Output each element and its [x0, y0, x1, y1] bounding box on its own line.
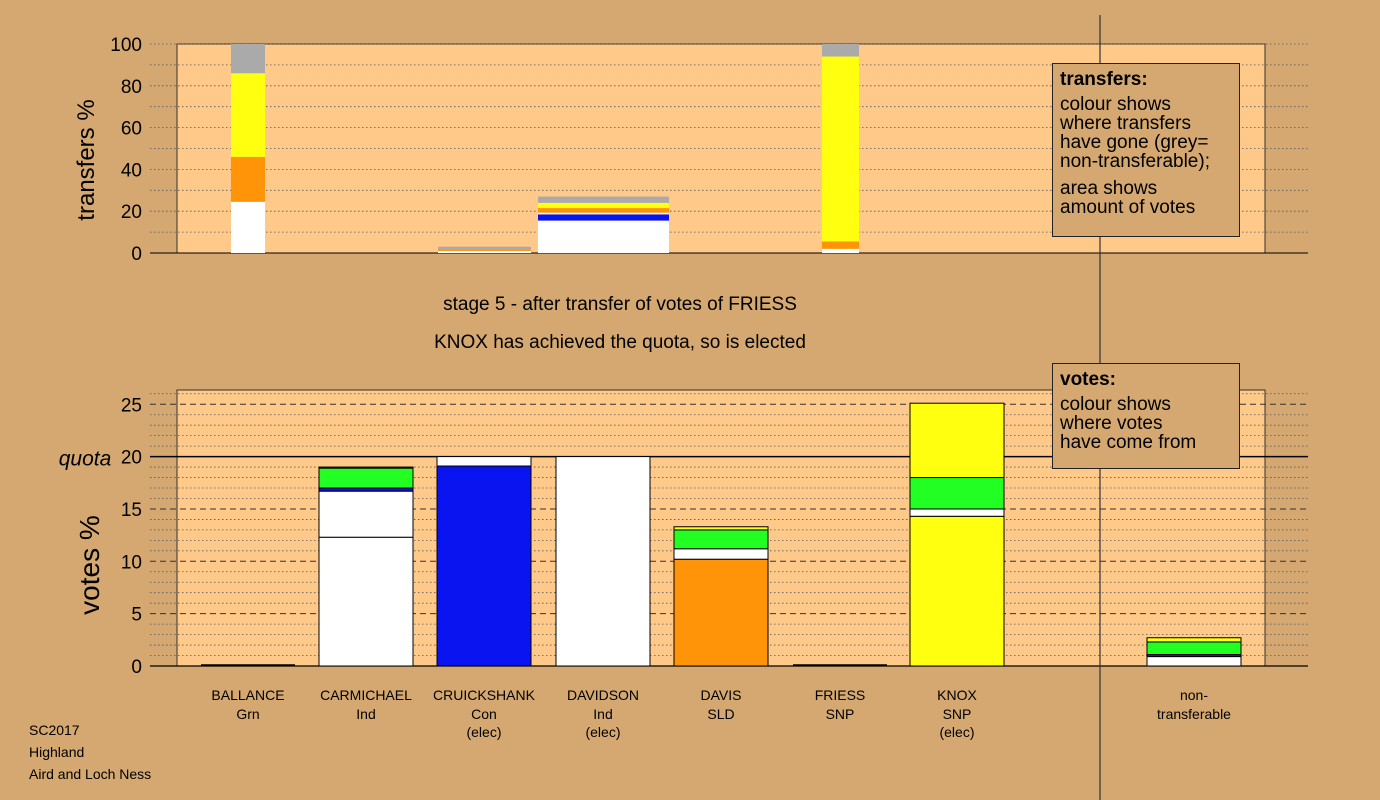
votes-tick-label: 5: [131, 605, 142, 626]
candidate-party: transferable: [1157, 706, 1231, 722]
transfer-segment: [438, 250, 531, 253]
vote-segment: [318, 466, 414, 469]
vote-segment: [436, 465, 532, 667]
votes-tick-label: 20: [121, 448, 142, 469]
votes-tick-label: 0: [131, 657, 142, 678]
vote-segment: [909, 515, 1005, 667]
candidate-party: SNP: [826, 706, 855, 722]
footer-council: Highland: [29, 744, 85, 760]
transfer-segment: [538, 202, 669, 209]
stage-result: KNOX has achieved the quota, so is elect…: [434, 332, 806, 353]
candidate-name: DAVIDSON: [567, 687, 639, 703]
transfers-legend-desc: colour shows where transfers have gone (…: [1060, 94, 1210, 172]
vote-segment: [909, 508, 1005, 517]
transfers-legend: transfers: colour shows where transfers …: [1052, 63, 1240, 237]
vote-segment: [318, 536, 414, 667]
transfer-segment: [538, 220, 669, 253]
transfer-segment: [822, 248, 859, 253]
candidate-name: non-: [1180, 687, 1208, 703]
votes-legend-desc: colour shows where votes have come from: [1060, 394, 1197, 453]
transfer-segment: [231, 156, 265, 202]
vote-segment: [673, 529, 769, 550]
transfer-segment: [231, 73, 265, 157]
transfers-tick-label: 20: [121, 202, 142, 223]
vote-segment: [673, 558, 769, 667]
vote-segment: [673, 526, 769, 531]
footer-election: SC2017: [29, 722, 80, 738]
candidate-party: Ind: [356, 706, 375, 722]
vote-segment: [436, 456, 532, 467]
vote-segment: [909, 477, 1005, 510]
transfers-legend-title: transfers:: [1060, 69, 1148, 90]
candidate-status: (elec): [585, 724, 620, 740]
candidate-name: CRUICKSHANK: [433, 687, 536, 703]
transfers-tick-label: 100: [110, 35, 142, 56]
candidate-name: BALLANCE: [211, 687, 284, 703]
candidate-status: (elec): [466, 724, 501, 740]
candidate-party: SNP: [943, 706, 972, 722]
transfer-segment: [538, 208, 669, 213]
transfer-segment: [438, 246, 531, 250]
footer-ward: Aird and Loch Ness: [29, 766, 152, 782]
vote-segment: [318, 467, 414, 489]
candidate-party: Ind: [593, 706, 612, 722]
transfers-axis-label: transfers %: [73, 99, 100, 220]
transfer-segment: [231, 44, 265, 74]
votes-legend: votes: colour shows where votes have com…: [1052, 363, 1240, 469]
votes-tick-label: 25: [121, 395, 142, 416]
transfer-segment: [538, 196, 669, 203]
transfer-segment: [438, 249, 531, 251]
transfers-tick-label: 40: [121, 160, 142, 181]
candidate-party: SLD: [707, 706, 734, 722]
candidate-name: DAVIS: [701, 687, 742, 703]
transfer-segment: [822, 241, 859, 249]
transfers-tick-label: 80: [121, 77, 142, 98]
transfers-tick-label: 60: [121, 119, 142, 140]
transfer-segment: [538, 212, 669, 215]
candidate-party: Grn: [236, 706, 259, 722]
transfers-legend-area: area shows amount of votes: [1060, 178, 1196, 218]
votes-tick-label: 15: [121, 500, 142, 521]
votes-tick-label: 10: [121, 552, 142, 573]
candidate-name: KNOX: [937, 687, 977, 703]
vote-segment: [1146, 641, 1242, 655]
transfer-segment: [822, 56, 859, 242]
candidate-name: CARMICHAEL: [320, 687, 412, 703]
vote-segment: [909, 402, 1005, 479]
candidate-party: Con: [471, 706, 497, 722]
vote-segment: [673, 548, 769, 560]
transfer-segment: [538, 214, 669, 221]
vote-segment: [555, 456, 651, 667]
vote-segment: [1146, 656, 1242, 667]
quota-label: quota: [59, 448, 112, 471]
transfer-segment: [822, 44, 859, 57]
vote-segment: [1146, 637, 1242, 643]
votes-legend-title: votes:: [1060, 369, 1116, 390]
vote-segment: [318, 490, 414, 538]
transfers-tick-label: 0: [131, 244, 142, 265]
transfer-segment: [231, 201, 265, 253]
candidate-name: FRIESS: [815, 687, 866, 703]
votes-axis-label: votes %: [74, 515, 105, 615]
stage-title: stage 5 - after transfer of votes of FRI…: [443, 294, 797, 315]
candidate-status: (elec): [939, 724, 974, 740]
